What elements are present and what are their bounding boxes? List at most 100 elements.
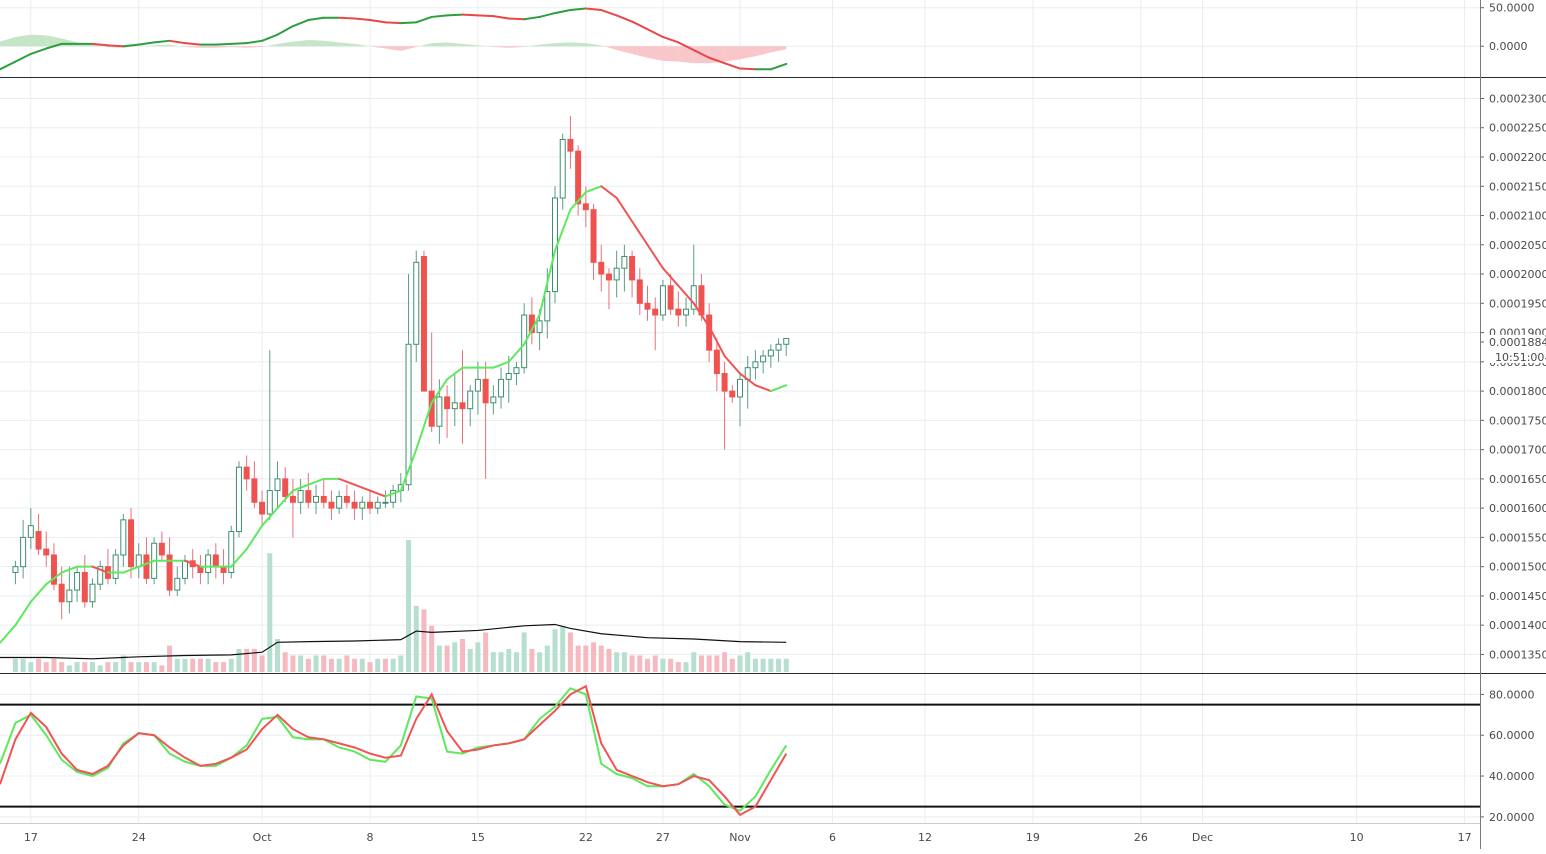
volume-bar (513, 652, 519, 672)
candle-body (513, 367, 520, 375)
candle-body (35, 531, 42, 550)
macd-histogram-segment (15, 34, 31, 47)
macd-histogram-segment (154, 44, 170, 47)
macd-line-segment (307, 16, 325, 22)
stoch-k-line (0, 687, 788, 812)
macd-histogram-segment (447, 42, 463, 47)
candle-body (97, 566, 104, 585)
volume-bar (197, 658, 203, 672)
macd-line-segment (677, 41, 695, 52)
volume-bar (313, 655, 319, 672)
volume-bar (444, 645, 450, 672)
volume-bar (159, 665, 165, 672)
macd-histogram-segment (138, 45, 155, 47)
time-tick-label: 27 (656, 831, 670, 844)
moving-average-segment (569, 191, 587, 211)
macd-histogram-segment (292, 40, 309, 47)
macd-histogram-segment (46, 35, 62, 47)
macd-line-segment (45, 42, 63, 50)
moving-average-segment (0, 624, 17, 644)
volume-bar (575, 645, 581, 672)
macd-line-segment (29, 47, 48, 55)
candle-body (605, 273, 612, 281)
moving-average-segment (646, 243, 664, 270)
time-tick-label: 12 (918, 831, 932, 844)
price-tick-label: 0.0002100 (1489, 210, 1546, 223)
moving-average-segment (122, 565, 140, 574)
candle-body (459, 402, 466, 410)
volume-bar (97, 665, 103, 672)
candle-body (228, 531, 235, 574)
volume-bar (352, 658, 358, 672)
macd-histogram-segment (662, 46, 679, 62)
stoch-panel (0, 684, 1480, 817)
macd-histogram-segment (493, 46, 509, 48)
candle-body (89, 583, 96, 603)
moving-average-segment (769, 384, 788, 393)
time-tick-label: Nov (729, 831, 751, 844)
macd-line-segment (214, 42, 233, 46)
macd-histogram-segment (354, 43, 370, 47)
volume-bar (328, 658, 334, 672)
volume-bar (51, 658, 57, 672)
macd-histogram-segment (601, 45, 617, 51)
candle-body (212, 554, 219, 568)
macd-line-segment (0, 60, 17, 71)
candle-body (559, 138, 566, 199)
macd-histogram-segment (185, 46, 201, 48)
moving-average-segment (538, 249, 556, 317)
time-tick-label: 24 (132, 831, 146, 844)
volume-bar (82, 662, 88, 672)
moving-average-segment (45, 571, 63, 586)
candle-body (706, 314, 713, 351)
candle-body (644, 302, 651, 310)
candle-body (567, 138, 574, 152)
price-tick-label: 0.0002300 (1489, 92, 1546, 105)
macd-panel (0, 7, 788, 71)
volume-bar (537, 652, 543, 672)
volume-bar (760, 658, 766, 672)
price-tick-label: 0.0001600 (1489, 502, 1546, 515)
volume-bar (213, 662, 219, 672)
macd-histogram-segment (400, 46, 417, 51)
macd-histogram-segment (724, 46, 740, 62)
time-tick-label: 26 (1134, 831, 1148, 844)
candle-body (775, 343, 782, 351)
moving-average-segment (708, 325, 726, 357)
candle-body (297, 490, 304, 503)
candle-body (451, 402, 458, 410)
moving-average-segment (723, 354, 741, 375)
volume-bar (467, 648, 473, 672)
moving-average-segment (307, 477, 325, 486)
moving-average-segment (615, 196, 634, 223)
volume-bar (105, 662, 111, 672)
countdown-label: 10:51:00 (1495, 351, 1544, 364)
candle-body (274, 478, 281, 492)
macd-line-segment (369, 19, 387, 24)
macd-histogram-segment (323, 40, 340, 47)
candle-body (112, 554, 119, 579)
candle-body (575, 150, 582, 205)
macd-line-segment (106, 44, 125, 48)
volume-bar (136, 662, 142, 672)
candle-body (652, 308, 659, 316)
candle-body (282, 478, 289, 497)
price-tick-label: 0.0001650 (1489, 473, 1546, 486)
volume-bar (768, 658, 774, 672)
volume-bar (498, 652, 504, 672)
macd-line-segment (399, 21, 418, 25)
candle-body (444, 396, 451, 410)
volume-bar (20, 658, 26, 672)
volume-bar (151, 662, 157, 672)
moving-average-segment (692, 302, 711, 328)
candle-body (683, 308, 690, 316)
moving-average-segment (399, 448, 418, 492)
price-tick-label: 0.0002150 (1489, 180, 1546, 193)
volume-bar (43, 662, 49, 672)
price-tick-label: 0.0001800 (1489, 385, 1546, 398)
volume-bar (367, 662, 373, 672)
macd-histogram-segment (431, 42, 448, 47)
macd-histogram-segment (508, 46, 525, 48)
macd-line-segment (507, 17, 526, 21)
candle-body (174, 577, 181, 591)
